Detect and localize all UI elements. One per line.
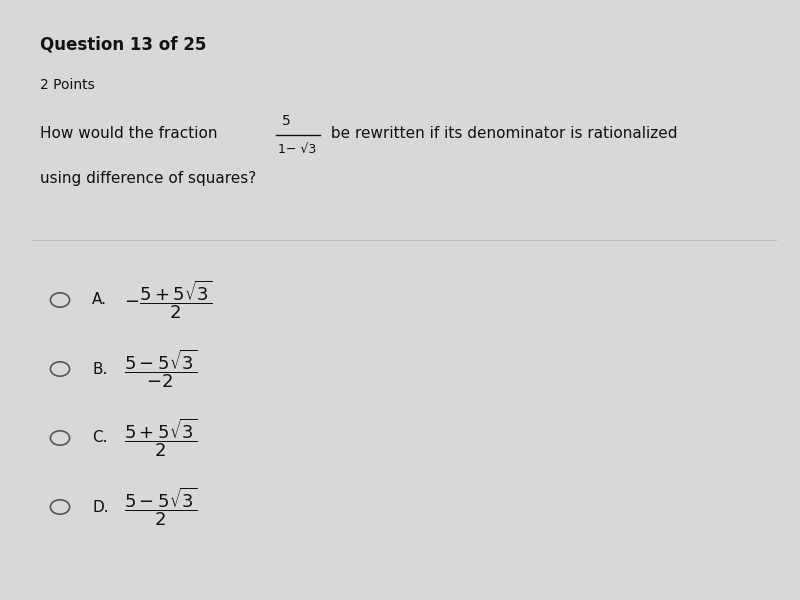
Text: 2 Points: 2 Points xyxy=(40,78,94,92)
Text: $\dfrac{5+5\sqrt{3}}{2}$: $\dfrac{5+5\sqrt{3}}{2}$ xyxy=(124,416,198,460)
Text: How would the fraction: How would the fraction xyxy=(40,126,218,141)
Text: D.: D. xyxy=(92,499,109,515)
Text: using difference of squares?: using difference of squares? xyxy=(40,171,256,186)
Text: be rewritten if its denominator is rationalized: be rewritten if its denominator is ratio… xyxy=(326,126,677,141)
Text: 5: 5 xyxy=(282,114,291,128)
Text: C.: C. xyxy=(92,431,107,445)
Text: $\dfrac{5-5\sqrt{3}}{2}$: $\dfrac{5-5\sqrt{3}}{2}$ xyxy=(124,485,198,529)
Text: 1− √3: 1− √3 xyxy=(278,143,316,156)
Text: $\dfrac{5-5\sqrt{3}}{-2}$: $\dfrac{5-5\sqrt{3}}{-2}$ xyxy=(124,347,198,391)
Text: $-\dfrac{5+5\sqrt{3}}{2}$: $-\dfrac{5+5\sqrt{3}}{2}$ xyxy=(124,278,213,322)
Text: A.: A. xyxy=(92,292,107,307)
Text: Question 13 of 25: Question 13 of 25 xyxy=(40,36,206,54)
Text: B.: B. xyxy=(92,361,107,377)
